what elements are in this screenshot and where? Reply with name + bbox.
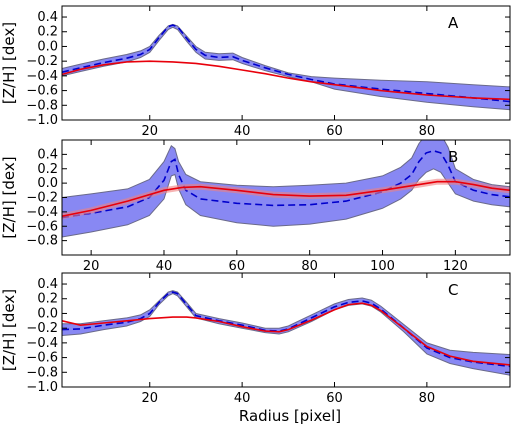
y-axis-label: [Z/H] [dex] bbox=[0, 289, 18, 371]
data-line-dashed bbox=[62, 24, 510, 103]
y-tick-label: 0.4 bbox=[37, 277, 58, 292]
x-tick-label: 60 bbox=[326, 124, 343, 139]
x-tick-label: 80 bbox=[301, 259, 318, 274]
y-tick-label: −0.4 bbox=[26, 336, 58, 351]
y-tick-label: 0.2 bbox=[37, 292, 58, 307]
y-tick-label: 0.0 bbox=[37, 176, 58, 191]
y-tick-label: −0.2 bbox=[26, 54, 58, 69]
x-tick-label: 20 bbox=[141, 391, 158, 406]
x-tick-label: 20 bbox=[141, 124, 158, 139]
data-line-dashed bbox=[62, 149, 510, 219]
uncertainty-band bbox=[62, 290, 510, 376]
y-axis-label: [Z/H] [dex] bbox=[0, 156, 18, 238]
y-tick-label: 0.4 bbox=[37, 10, 58, 25]
y-tick-label: −1.0 bbox=[26, 380, 58, 395]
panel-letter: C bbox=[448, 281, 458, 299]
y-tick-label: −0.6 bbox=[26, 219, 58, 234]
x-tick-label: 80 bbox=[419, 124, 436, 139]
y-tick-label: 0.4 bbox=[37, 147, 58, 162]
axes-frame bbox=[61, 272, 511, 388]
y-tick-label: −0.2 bbox=[26, 191, 58, 206]
y-tick-label: 0.0 bbox=[37, 39, 58, 54]
y-tick-label: −0.8 bbox=[26, 234, 58, 249]
x-tick-label: 40 bbox=[234, 391, 251, 406]
y-axis-label: [Z/H] [dex] bbox=[0, 22, 18, 104]
panel-letter: A bbox=[448, 14, 459, 32]
panel-letter: B bbox=[448, 148, 458, 166]
model-line-solid bbox=[62, 302, 510, 366]
uncertainty-band bbox=[62, 23, 510, 111]
x-tick-label: 40 bbox=[234, 124, 251, 139]
x-tick-label: 80 bbox=[419, 391, 436, 406]
panel-b: 20 40 60 80 100 120 −0.8−0.6−0.4−0.20.00.20.4 [… bbox=[0, 139, 511, 274]
y-tick-label: −0.4 bbox=[26, 205, 58, 220]
x-tick-label: 60 bbox=[326, 391, 343, 406]
y-tick-label: −0.6 bbox=[26, 84, 58, 99]
panel-a: 20 40 60 80 −1.0−0.8−0.6−0.4−0.20.00.20.4 [Z/… bbox=[0, 5, 511, 139]
y-tick-label: −0.6 bbox=[26, 351, 58, 366]
panel-c: 20 40 60 80 −1.0−0.8−0.6−0.4−0.20.00.20.4 [Z/… bbox=[0, 272, 511, 406]
x-axis-label: Radius [pixel] bbox=[239, 407, 341, 425]
uncertainty-band bbox=[62, 140, 510, 238]
x-tick-label: 120 bbox=[443, 259, 468, 274]
y-tick-label: −0.2 bbox=[26, 321, 58, 336]
y-tick-label: −1.0 bbox=[26, 113, 58, 128]
x-tick-label: 20 bbox=[83, 259, 100, 274]
plot-area bbox=[62, 290, 510, 376]
plot-area bbox=[62, 140, 510, 238]
model-line-solid bbox=[62, 180, 510, 217]
plot-area bbox=[62, 23, 510, 111]
x-tick-label: 100 bbox=[370, 259, 395, 274]
y-tick-label: −0.8 bbox=[26, 98, 58, 113]
y-tick-label: 0.0 bbox=[37, 306, 58, 321]
y-tick-label: −0.4 bbox=[26, 69, 58, 84]
y-tick-label: 0.2 bbox=[37, 162, 58, 177]
y-tick-label: −0.8 bbox=[26, 365, 58, 380]
x-tick-label: 60 bbox=[229, 259, 246, 274]
x-tick-label: 40 bbox=[156, 259, 173, 274]
y-tick-label: 0.2 bbox=[37, 25, 58, 40]
axes-frame bbox=[61, 5, 511, 121]
model-line-solid bbox=[62, 60, 510, 101]
